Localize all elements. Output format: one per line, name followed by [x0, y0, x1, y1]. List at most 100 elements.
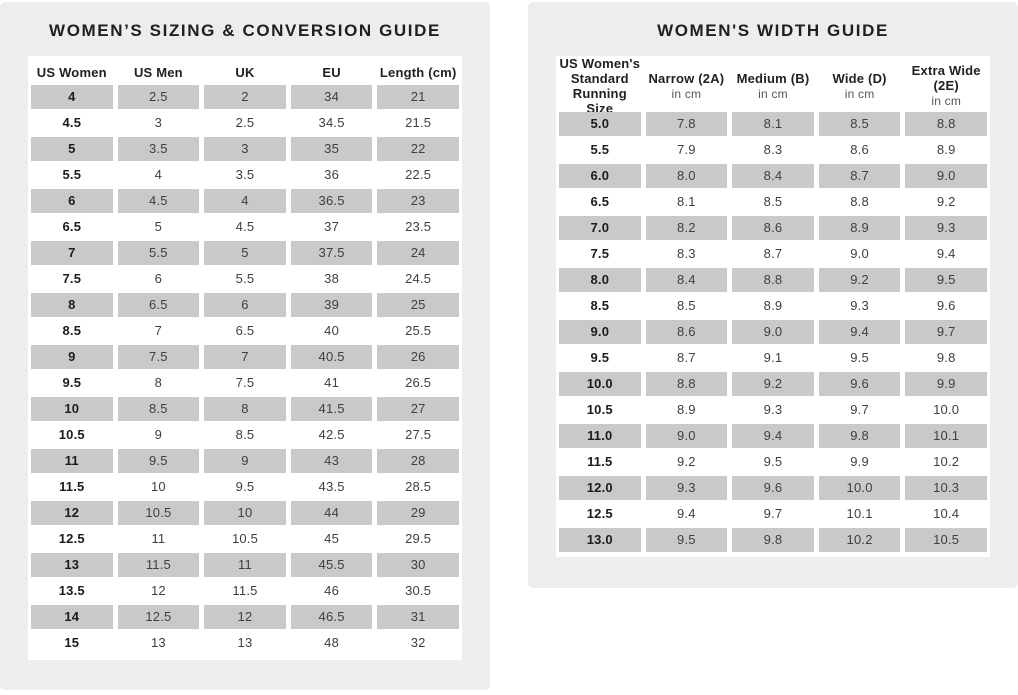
table-cell: 23	[377, 189, 459, 213]
table-cell: 40.5	[290, 345, 373, 369]
table-cell: 13	[31, 553, 113, 577]
table-cell: 6.5	[590, 194, 610, 209]
table-cell: 6	[204, 293, 286, 317]
table-cell: 12.5	[58, 531, 85, 546]
table-cell: 8.5	[818, 112, 901, 136]
table-header-row: US Women's Standard Running Size Narrow (…	[559, 56, 987, 116]
table-cell: 8.1	[677, 194, 696, 209]
table-cell: 6.5	[235, 323, 255, 338]
table-cell: 9.2	[677, 454, 696, 469]
table-cell: 9.4	[818, 320, 901, 344]
table-cell: 6.5	[117, 293, 200, 317]
table-cell: 24.5	[405, 271, 432, 286]
table-row: 4.5 3 2.5 34.5 21.5	[31, 111, 459, 135]
table-cell: 10.5	[231, 531, 259, 546]
table-cell: 34.5	[318, 115, 345, 130]
table-cell: 6	[154, 271, 163, 286]
table-cell: 11.5	[587, 454, 613, 469]
table-cell: 14	[31, 605, 113, 629]
table-cell: 11	[204, 553, 286, 577]
table-cell: 8.5	[117, 397, 200, 421]
table-cell: 8.8	[905, 112, 987, 136]
table-cell: 45.5	[290, 553, 373, 577]
table-cell: 41	[324, 375, 340, 390]
table-cell: 8.5	[235, 427, 255, 442]
table-cell: 9.3	[763, 402, 783, 417]
table-cell: 8.3	[763, 142, 783, 157]
table-cell: 9.9	[905, 372, 987, 396]
sizing-conversion-panel: WOMEN’S SIZING & CONVERSION GUIDE US Wom…	[0, 2, 490, 690]
table-cell: 8.5	[62, 323, 82, 338]
table-cell: 4.5	[62, 115, 82, 130]
sizing-guide-title: WOMEN’S SIZING & CONVERSION GUIDE	[49, 21, 441, 40]
table-cell: 35	[290, 137, 373, 161]
table-cell: 9.5	[117, 449, 200, 473]
width-guide-title: WOMEN'S WIDTH GUIDE	[657, 21, 889, 40]
table-cell: 7	[31, 241, 113, 265]
table-cell: 8.9	[763, 298, 783, 313]
table-cell: 8.6	[645, 320, 728, 344]
table-cell: 9.1	[763, 350, 783, 365]
table-cell: 11.5	[232, 583, 258, 598]
table-row: 6.5 8.1 8.5 8.8 9.2	[559, 190, 987, 214]
table-cell: 7	[204, 345, 286, 369]
column-header: Narrow (2A) in cm	[648, 70, 725, 101]
width-guide-panel: WOMEN'S WIDTH GUIDE US Women's Standard …	[528, 2, 1018, 588]
table-cell: 37	[324, 219, 340, 234]
table-cell: 9.5	[850, 350, 869, 365]
table-row: 9.0 8.6 9.0 9.4 9.7	[559, 320, 987, 344]
column-header: Medium (B) in cm	[736, 70, 810, 101]
table-cell: 5.5	[117, 241, 200, 265]
table-cell: 30	[377, 553, 459, 577]
table-cell: 46	[324, 583, 340, 598]
table-cell: 27.5	[405, 427, 432, 442]
table-cell: 27	[377, 397, 459, 421]
table-cell: 25.5	[405, 323, 432, 338]
table-cell: 10.2	[933, 454, 960, 469]
table-cell: 9.2	[818, 268, 901, 292]
table-row: 7.5 6 5.5 38 24.5	[31, 267, 459, 291]
table-cell: 25	[377, 293, 459, 317]
table-cell: 7.5	[117, 345, 200, 369]
table-cell: 9.5	[235, 479, 255, 494]
table-cell: 9.8	[818, 424, 901, 448]
table-row: 5.5 7.9 8.3 8.6 8.9	[559, 138, 987, 162]
table-cell: 9.8	[936, 350, 956, 365]
table-cell: 9.0	[732, 320, 814, 344]
table-cell: 45	[324, 531, 340, 546]
table-cell: 9.3	[850, 298, 869, 313]
table-cell: 23.5	[405, 219, 432, 234]
table-cell: 10	[204, 501, 286, 525]
table-cell: 7	[154, 323, 163, 338]
table-cell: 10.5	[117, 501, 200, 525]
table-row: 8.5 8.5 8.9 9.3 9.6	[559, 294, 987, 318]
table-cell: 12	[31, 501, 113, 525]
table-cell: 32	[410, 635, 426, 650]
table-row: 5.5 4 3.5 36 22.5	[31, 163, 459, 187]
column-header-unit: in cm	[671, 86, 702, 101]
table-cell: 8.8	[645, 372, 728, 396]
table-cell: 48	[324, 635, 340, 650]
table-cell: 36	[324, 167, 340, 182]
table-cell: 30.5	[405, 583, 432, 598]
table-cell: 10.0	[559, 372, 641, 396]
table-cell: 26	[377, 345, 459, 369]
table-cell: 13.0	[559, 528, 641, 552]
table-cell: 8.9	[936, 142, 956, 157]
table-cell: 2	[204, 85, 286, 109]
table-cell: 8.4	[732, 164, 814, 188]
column-header: US Men	[133, 64, 183, 80]
table-row: 11.5 10 9.5 43.5 28.5	[31, 475, 459, 499]
table-cell: 7.0	[559, 216, 641, 240]
column-header: US Women	[36, 64, 107, 80]
table-cell: 11.5	[59, 479, 85, 494]
table-cell: 11	[31, 449, 113, 473]
column-header: Extra Wide (2E) in cm	[911, 63, 981, 108]
table-cell: 28	[377, 449, 459, 473]
table-cell: 12.5	[586, 506, 613, 521]
table-row: 6.0 8.0 8.4 8.7 9.0	[559, 164, 987, 188]
table-cell: 8.9	[818, 216, 901, 240]
table-cell: 6.0	[559, 164, 641, 188]
table-cell: 8	[204, 397, 286, 421]
column-header: EU	[322, 64, 341, 80]
